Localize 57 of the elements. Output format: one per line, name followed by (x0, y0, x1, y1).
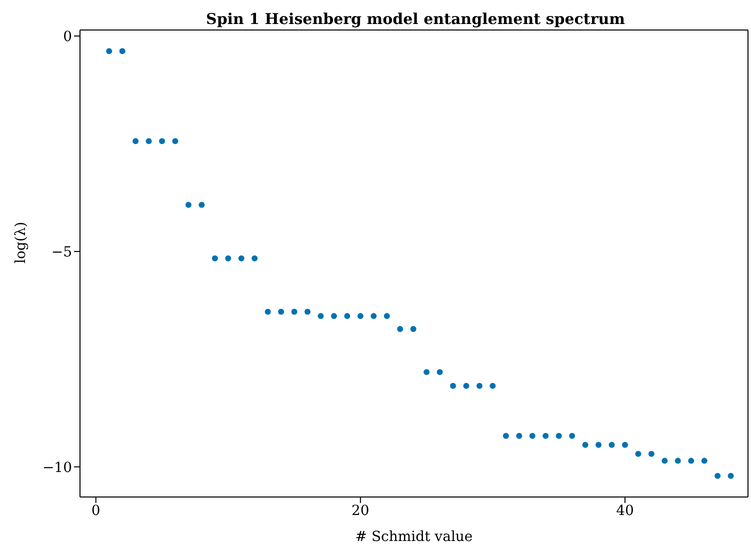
x-tick-label: 20 (352, 502, 370, 519)
point (635, 450, 642, 457)
point (648, 450, 654, 457)
point (542, 432, 549, 439)
point (225, 255, 232, 262)
point (674, 458, 681, 464)
point (344, 313, 350, 320)
point (728, 472, 734, 479)
point (318, 313, 324, 320)
point (622, 442, 628, 448)
point (370, 313, 377, 320)
point (410, 326, 416, 332)
point (529, 432, 536, 439)
point (436, 369, 443, 376)
point (384, 313, 390, 320)
point (132, 138, 139, 144)
point (119, 48, 126, 54)
point (238, 255, 244, 262)
point (463, 382, 470, 389)
point (357, 313, 364, 320)
point (106, 48, 112, 54)
point (582, 442, 588, 448)
point (490, 382, 496, 389)
point (252, 255, 258, 262)
point (291, 308, 298, 315)
point (556, 432, 562, 439)
y-tick-label: 0 (63, 29, 72, 45)
point (714, 472, 721, 479)
point (502, 432, 509, 439)
point (569, 432, 576, 439)
y-axis-title: log(λ) (12, 222, 29, 264)
point (450, 382, 456, 389)
x-tick-label: 0 (91, 502, 100, 519)
point (701, 458, 708, 464)
point (596, 442, 602, 448)
x-axis-title: # Schmidt value (355, 529, 473, 545)
point (662, 458, 668, 464)
point (688, 458, 694, 464)
x-tick-label: 40 (616, 502, 634, 519)
y-tick-label: −10 (42, 460, 72, 476)
y-tick-label: −5 (51, 244, 72, 260)
point (476, 382, 482, 389)
point (172, 138, 178, 144)
chart-title: Spin 1 Heisenberg model entanglement spectrum (204, 10, 626, 28)
point (304, 308, 311, 315)
point (608, 442, 615, 448)
point (198, 202, 205, 208)
point (424, 369, 430, 376)
point (185, 202, 192, 208)
point (397, 326, 404, 332)
point (278, 308, 284, 315)
point (146, 138, 152, 144)
point (264, 308, 271, 315)
point (159, 138, 166, 144)
point (516, 432, 522, 439)
point (330, 313, 337, 320)
point (212, 255, 218, 262)
